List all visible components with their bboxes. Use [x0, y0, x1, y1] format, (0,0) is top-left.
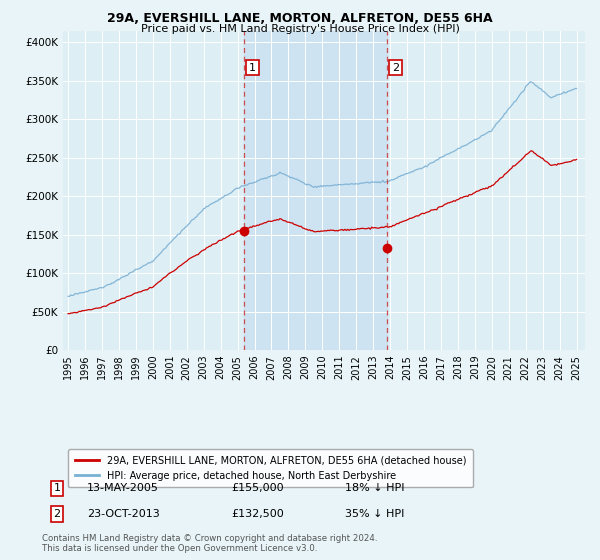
Text: 1: 1 — [249, 63, 256, 72]
Bar — [244, 31, 387, 350]
Text: Contains HM Land Registry data © Crown copyright and database right 2024.
This d: Contains HM Land Registry data © Crown c… — [42, 534, 377, 553]
Text: £132,500: £132,500 — [231, 509, 284, 519]
Text: 29A, EVERSHILL LANE, MORTON, ALFRETON, DE55 6HA: 29A, EVERSHILL LANE, MORTON, ALFRETON, D… — [107, 12, 493, 25]
Text: Price paid vs. HM Land Registry's House Price Index (HPI): Price paid vs. HM Land Registry's House … — [140, 24, 460, 34]
Text: 1: 1 — [53, 483, 61, 493]
Text: 13-MAY-2005: 13-MAY-2005 — [87, 483, 159, 493]
Text: 2: 2 — [392, 63, 399, 72]
Text: 35% ↓ HPI: 35% ↓ HPI — [345, 509, 404, 519]
Text: 18% ↓ HPI: 18% ↓ HPI — [345, 483, 404, 493]
Text: £155,000: £155,000 — [231, 483, 284, 493]
Text: 23-OCT-2013: 23-OCT-2013 — [87, 509, 160, 519]
Legend: 29A, EVERSHILL LANE, MORTON, ALFRETON, DE55 6HA (detached house), HPI: Average p: 29A, EVERSHILL LANE, MORTON, ALFRETON, D… — [68, 449, 473, 488]
Text: 2: 2 — [53, 509, 61, 519]
